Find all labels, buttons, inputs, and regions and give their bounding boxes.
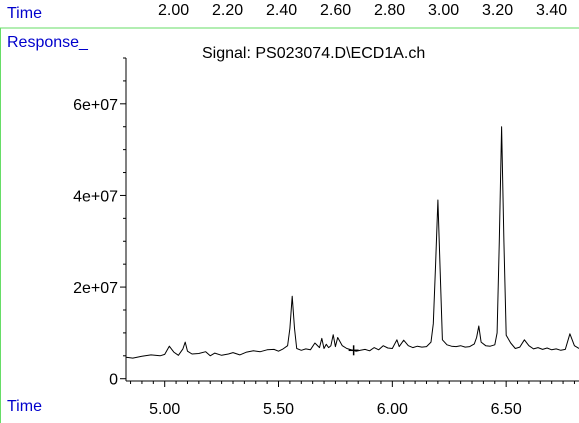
series-group bbox=[125, 126, 579, 359]
time-scale-tick-label: 2.40 bbox=[266, 2, 298, 19]
y-tick-label: 2e+07 bbox=[73, 280, 118, 297]
time-scale-tick-label: 2.80 bbox=[374, 2, 406, 19]
y-tick-label: 0 bbox=[109, 372, 118, 389]
axes bbox=[125, 58, 579, 382]
tick-labels: 0 2e+07 4e+07 6e+07 5.00 5.50 6.00 6.50 bbox=[73, 97, 522, 418]
y-tick-label: 4e+07 bbox=[73, 188, 118, 205]
time-scale-tick-label: 2.00 bbox=[158, 2, 190, 19]
time-scale-tick-label: 3.00 bbox=[428, 2, 460, 19]
time-scale-strip: 2.00 2.20 2.40 2.60 2.80 3.00 3.20 3.40 bbox=[155, 2, 575, 24]
time-scale-tick-label: 2.60 bbox=[320, 2, 352, 19]
signal-trace-line bbox=[125, 126, 579, 359]
top-time-label: Time bbox=[7, 5, 42, 22]
tick-marks bbox=[120, 57, 575, 387]
time-scale-tick-label: 2.20 bbox=[212, 2, 244, 19]
chart-title: Signal: PS023074.D\ECD1A.ch bbox=[202, 45, 426, 62]
x-tick-label: 6.00 bbox=[377, 401, 408, 418]
x-tick-label: 6.50 bbox=[491, 401, 522, 418]
frame-lines bbox=[0, 27, 579, 423]
cursor-marker-group bbox=[348, 345, 359, 356]
bottom-time-label: Time bbox=[7, 398, 42, 415]
response-label: Response_ bbox=[7, 34, 88, 51]
time-scale-tick-label: 3.40 bbox=[536, 2, 568, 19]
x-tick-label: 5.00 bbox=[149, 401, 180, 418]
time-scale-tick-label: 3.20 bbox=[482, 2, 514, 19]
y-tick-label: 6e+07 bbox=[73, 97, 118, 114]
x-tick-label: 5.50 bbox=[263, 401, 294, 418]
